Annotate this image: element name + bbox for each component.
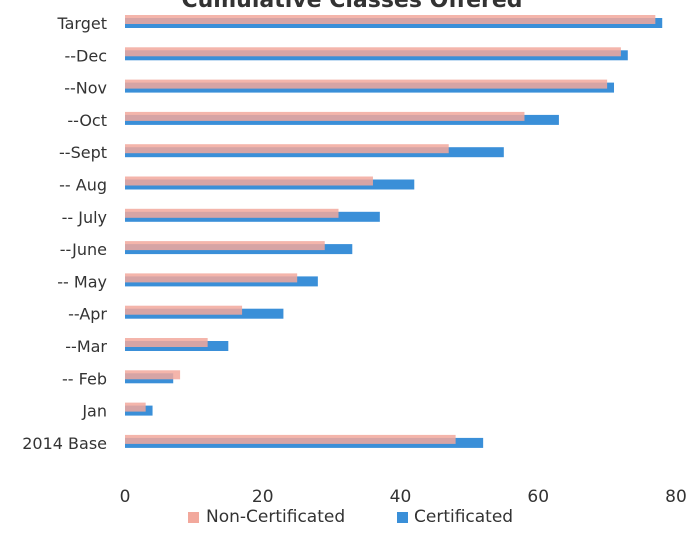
bar-non-certificated-feb [125,370,181,380]
legend: Non-Certificated Certificated [188,507,513,527]
bar-non-certificated-jan [125,402,146,412]
category-label-aug: -- Aug [59,176,107,195]
legend-swatch-non-certificated [188,512,199,523]
category-label-june: --June [60,240,107,259]
x-tick-label-80: 80 [665,487,687,507]
bar-non-certificated-oct [125,111,525,121]
bar-non-certificated-aug [125,176,373,186]
category-label-sept: --Sept [59,143,107,162]
legend-swatch-certificated [397,512,408,523]
bar-non-certificated-apr [125,305,243,315]
legend-label-non-certificated: Non-Certificated [206,507,345,527]
bar-non-certificated-sept [125,144,449,154]
x-tick-label-20: 20 [252,487,274,507]
x-tick-label-60: 60 [527,487,549,507]
bars [125,15,663,448]
bar-non-certificated-2014-base [125,434,456,444]
category-label-target: Target [57,14,108,33]
category-label-may: -- May [57,272,107,291]
bar-non-certificated-may [125,273,298,283]
bar-non-certificated-july [125,208,339,218]
bar-non-certificated-nov [125,79,608,89]
category-label-oct: --Oct [67,111,107,130]
category-label-dec: --Dec [64,46,107,65]
category-label-feb: -- Feb [62,369,107,388]
bar-non-certificated-june [125,241,325,251]
category-label-2014-base: 2014 Base [22,434,107,453]
category-label-nov: --Nov [64,79,107,98]
category-label-jan: Jan [81,402,107,421]
category-label-july: -- July [62,208,107,227]
bar-non-certificated-dec [125,47,621,57]
bar-non-certificated-mar [125,338,208,347]
x-tick-label-0: 0 [120,487,131,507]
category-labels: Target --Dec --Nov --Oct --Sept -- Aug -- July… [22,14,107,453]
bar-non-certificated-target [125,15,656,24]
legend-label-certificated: Certificated [414,507,513,527]
x-axis-ticks: 0 20 40 60 80 [120,487,687,507]
category-label-mar: --Mar [65,337,107,356]
x-tick-label-40: 40 [390,487,412,507]
chart-title: Cumulative Classes Offered [181,0,522,13]
category-label-apr: --Apr [68,305,107,324]
